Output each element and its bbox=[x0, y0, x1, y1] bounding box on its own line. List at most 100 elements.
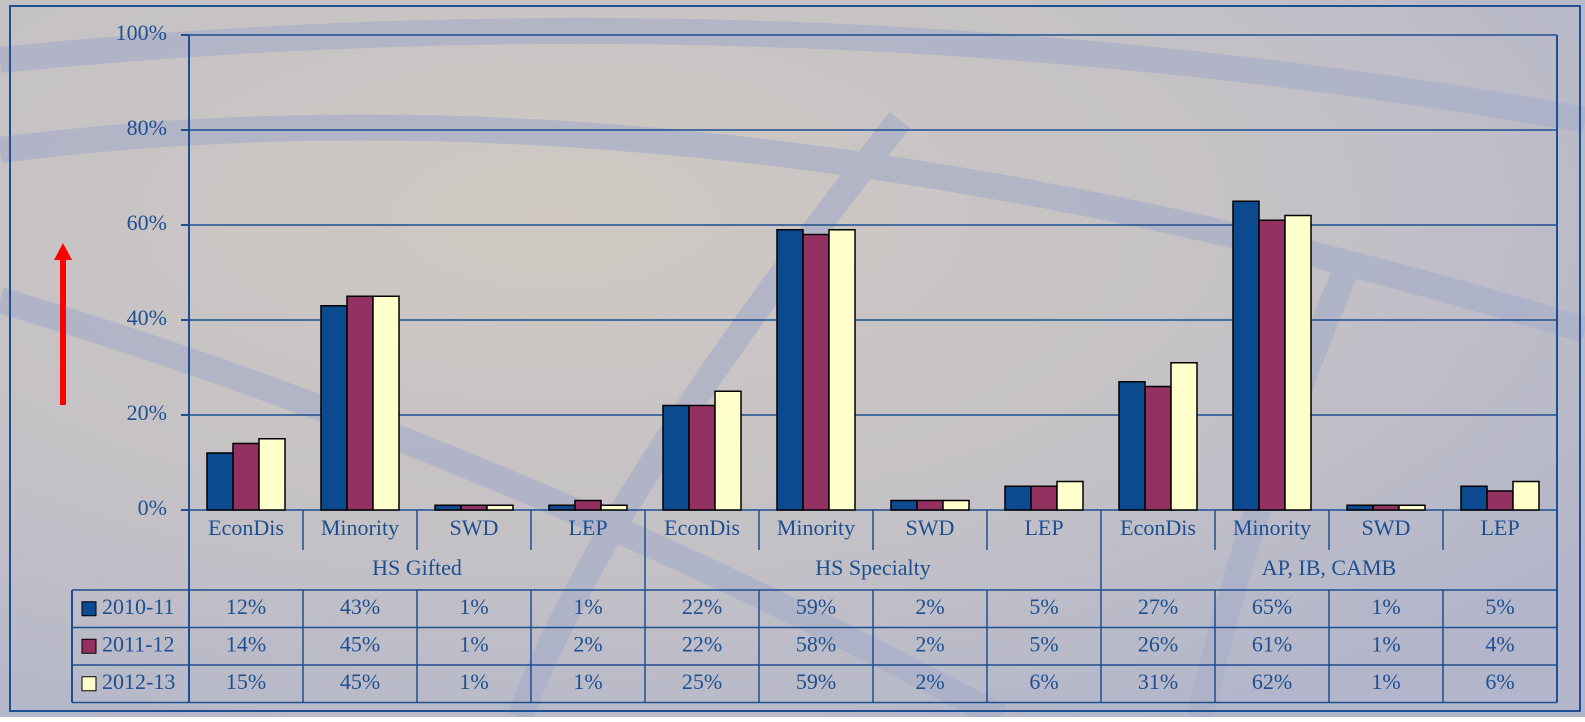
y-tick-label: 80% bbox=[127, 115, 167, 140]
table-cell: 5% bbox=[1029, 594, 1058, 619]
table-cell: 5% bbox=[1029, 631, 1058, 656]
x-tick-label: SWD bbox=[906, 515, 955, 540]
legend-label: 2011-12 bbox=[102, 631, 175, 656]
x-tick-label: LEP bbox=[568, 515, 607, 540]
bar bbox=[776, 229, 804, 511]
table-cell: 45% bbox=[340, 669, 380, 694]
table-cell: 1% bbox=[573, 594, 602, 619]
table-cell: 1% bbox=[573, 669, 602, 694]
bar bbox=[890, 499, 918, 511]
bar bbox=[1232, 200, 1260, 511]
table-cell: 27% bbox=[1138, 594, 1178, 619]
x-tick-label: Minority bbox=[777, 515, 855, 540]
table-cell: 4% bbox=[1485, 631, 1514, 656]
x-tick-label: EconDis bbox=[208, 515, 284, 540]
table-cell: 59% bbox=[796, 669, 836, 694]
y-tick-label: 20% bbox=[127, 400, 167, 425]
bar bbox=[1170, 362, 1198, 511]
legend-label: 2012-13 bbox=[102, 669, 175, 694]
bar bbox=[346, 295, 374, 511]
legend-key bbox=[81, 676, 97, 692]
table-cell: 15% bbox=[226, 669, 266, 694]
table-cell: 61% bbox=[1252, 631, 1292, 656]
bar bbox=[1512, 480, 1540, 511]
table-cell: 2% bbox=[573, 631, 602, 656]
table-cell: 14% bbox=[226, 631, 266, 656]
bar bbox=[1284, 214, 1312, 511]
table-cell: 2% bbox=[915, 594, 944, 619]
bar bbox=[1056, 480, 1084, 511]
y-tick-label: 60% bbox=[127, 210, 167, 235]
table-cell: 58% bbox=[796, 631, 836, 656]
table-cell: 22% bbox=[682, 631, 722, 656]
legend-label: 2010-11 bbox=[102, 594, 175, 619]
x-tick-label: SWD bbox=[1362, 515, 1411, 540]
bar bbox=[916, 499, 944, 511]
table-cell: 1% bbox=[459, 594, 488, 619]
table-cell: 65% bbox=[1252, 594, 1292, 619]
bar bbox=[1398, 504, 1426, 511]
bar bbox=[548, 504, 576, 511]
table-cell: 1% bbox=[1371, 631, 1400, 656]
bar bbox=[662, 404, 690, 511]
table-cell: 62% bbox=[1252, 669, 1292, 694]
table-cell: 6% bbox=[1029, 669, 1058, 694]
table-cell: 1% bbox=[459, 631, 488, 656]
y-tick-label: 100% bbox=[116, 20, 167, 45]
x-tick-label: Minority bbox=[321, 515, 399, 540]
table-cell: 45% bbox=[340, 631, 380, 656]
x-tick-label: LEP bbox=[1480, 515, 1519, 540]
bar bbox=[828, 229, 856, 511]
bar bbox=[802, 233, 830, 511]
bar bbox=[714, 390, 742, 511]
bar bbox=[1004, 485, 1032, 511]
table-cell: 43% bbox=[340, 594, 380, 619]
bar bbox=[320, 305, 348, 511]
group-label: HS Specialty bbox=[815, 555, 931, 580]
table-cell: 2% bbox=[915, 669, 944, 694]
table-cell: 31% bbox=[1138, 669, 1178, 694]
table-cell: 22% bbox=[682, 594, 722, 619]
y-tick-label: 0% bbox=[138, 495, 167, 520]
bar bbox=[600, 504, 628, 511]
table-cell: 1% bbox=[1371, 669, 1400, 694]
x-tick-label: EconDis bbox=[664, 515, 740, 540]
table-cell: 1% bbox=[1371, 594, 1400, 619]
bar bbox=[372, 295, 400, 511]
bar bbox=[942, 499, 970, 511]
bar bbox=[232, 442, 260, 511]
bar bbox=[486, 504, 514, 511]
y-tick-label: 40% bbox=[127, 305, 167, 330]
legend-key bbox=[81, 601, 97, 617]
table-cell: 59% bbox=[796, 594, 836, 619]
table-cell: 1% bbox=[459, 669, 488, 694]
legend-key bbox=[81, 638, 97, 654]
group-label: HS Gifted bbox=[372, 555, 462, 580]
group-label: AP, IB, CAMB bbox=[1262, 555, 1396, 580]
bar bbox=[1258, 219, 1286, 511]
x-tick-label: EconDis bbox=[1120, 515, 1196, 540]
bar bbox=[1144, 385, 1172, 511]
bar bbox=[574, 499, 602, 511]
bar bbox=[460, 504, 488, 511]
bar bbox=[1460, 485, 1488, 511]
table-cell: 12% bbox=[226, 594, 266, 619]
bar bbox=[1030, 485, 1058, 511]
table-cell: 6% bbox=[1485, 669, 1514, 694]
table-cell: 2% bbox=[915, 631, 944, 656]
bar bbox=[1486, 490, 1514, 511]
bar bbox=[1372, 504, 1400, 511]
table-cell: 5% bbox=[1485, 594, 1514, 619]
bar bbox=[1118, 381, 1146, 511]
bar bbox=[258, 438, 286, 511]
bar bbox=[434, 504, 462, 511]
x-tick-label: SWD bbox=[450, 515, 499, 540]
x-tick-label: LEP bbox=[1024, 515, 1063, 540]
bar bbox=[688, 404, 716, 511]
table-cell: 26% bbox=[1138, 631, 1178, 656]
x-tick-label: Minority bbox=[1233, 515, 1311, 540]
frame bbox=[9, 5, 1581, 712]
bar bbox=[1346, 504, 1374, 511]
table-cell: 25% bbox=[682, 669, 722, 694]
